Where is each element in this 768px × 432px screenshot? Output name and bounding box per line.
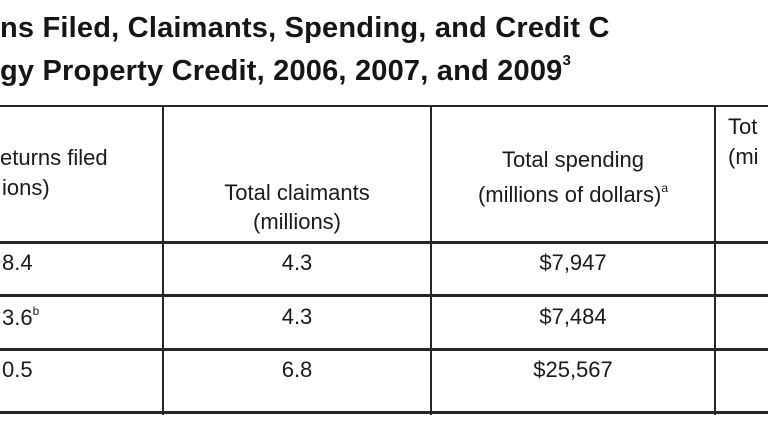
- column-divider: [430, 105, 432, 415]
- row-divider: [0, 348, 768, 351]
- table-top-rule: [0, 105, 768, 107]
- column-divider: [714, 105, 716, 415]
- header-returns-filed: eturns filed ions): [0, 145, 108, 200]
- header-total-spending: Total spending (millions of dollars)a: [477, 147, 669, 207]
- title-text: gy Property Credit, 2006, 2007, and 2009: [0, 55, 563, 87]
- table-bottom-rule: [0, 411, 768, 414]
- header-partial-column: Tot (mi: [728, 114, 759, 169]
- header-bottom-rule: [0, 241, 768, 244]
- cell-spending-row-1: $7,947: [539, 250, 607, 275]
- cell-returns-row-2: 3.6b: [2, 304, 40, 330]
- title-footnote-marker: 3: [562, 52, 572, 69]
- title-text: ns Filed, Claimants, Spending, and Credi…: [0, 12, 610, 44]
- data-table: eturns filed ions) Total claimants (mill…: [0, 105, 768, 415]
- cell-spending-row-2: $7,484: [539, 304, 607, 329]
- footnote-marker: b: [32, 304, 40, 318]
- row-divider: [0, 294, 768, 297]
- cell-claimants-row-2: 4.3: [281, 304, 313, 329]
- cell-spending-row-3: $25,567: [533, 357, 613, 382]
- cell-returns-row-3: 0.5: [2, 357, 33, 382]
- table-title-line-1: ns Filed, Claimants, Spending, and Credi…: [0, 12, 610, 45]
- table-title-line-2: gy Property Credit, 2006, 2007, and 2009…: [0, 52, 571, 88]
- footnote-marker: a: [661, 181, 669, 195]
- cell-returns-row-1: 8.4: [2, 250, 33, 275]
- column-divider: [162, 105, 164, 415]
- cell-claimants-row-1: 4.3: [281, 250, 313, 275]
- cell-claimants-row-3: 6.8: [281, 357, 313, 382]
- header-total-claimants: Total claimants (millions): [224, 180, 370, 234]
